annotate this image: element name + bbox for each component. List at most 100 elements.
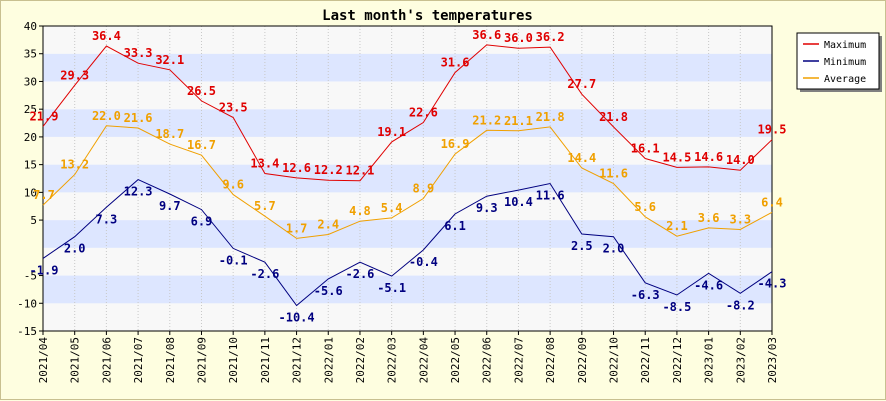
x-tick-label: 2022/07: [512, 337, 525, 383]
data-label-maximum: 36.2: [536, 30, 565, 44]
data-label-average: 8.9: [413, 181, 435, 195]
y-tick-label: -15: [17, 325, 37, 338]
x-tick-label: 2023/01: [703, 337, 716, 383]
data-label-average: 16.9: [441, 137, 470, 151]
data-label-average: 21.6: [124, 111, 153, 125]
data-label-maximum: 12.1: [346, 164, 375, 178]
data-label-average: 5.4: [381, 201, 403, 215]
x-tick-label: 2022/12: [671, 337, 684, 383]
data-label-minimum: 6.9: [191, 215, 213, 229]
data-label-maximum: 27.7: [567, 77, 596, 91]
x-tick-label: 2021/12: [291, 337, 304, 383]
data-label-average: 21.8: [536, 110, 565, 124]
data-label-minimum: -4.6: [694, 278, 723, 292]
y-tick-label: 15: [24, 159, 37, 172]
data-label-average: 16.7: [187, 138, 216, 152]
x-tick-label: 2022/06: [481, 337, 494, 383]
x-tick-label: 2021/11: [259, 337, 272, 383]
x-tick-label: 2021/04: [37, 337, 50, 384]
y-tick-label: 5: [30, 214, 37, 227]
data-label-maximum: 29.3: [60, 68, 89, 82]
data-label-average: 21.2: [472, 113, 501, 127]
data-label-minimum: 6.1: [444, 219, 466, 233]
x-tick-label: 2023/02: [734, 337, 747, 383]
x-tick-label: 2021/05: [69, 337, 82, 383]
data-label-maximum: 19.5: [758, 123, 787, 137]
x-tick-label: 2022/04: [417, 337, 430, 384]
data-label-maximum: 36.6: [472, 28, 501, 42]
data-label-minimum: 9.3: [476, 201, 498, 215]
data-label-maximum: 16.1: [631, 142, 660, 156]
x-tick-label: 2021/09: [195, 337, 208, 383]
x-tick-label: 2021/08: [164, 337, 177, 383]
x-tick-label: 2022/01: [322, 337, 335, 383]
x-tick-label: 2023/03: [766, 337, 779, 383]
grid-band: [43, 192, 772, 221]
grid-band: [43, 247, 772, 276]
data-label-average: 7.7: [33, 188, 55, 202]
data-label-average: 14.4: [567, 151, 596, 165]
data-label-minimum: -10.4: [279, 310, 315, 324]
data-label-maximum: 21.9: [30, 109, 59, 123]
data-label-maximum: 36.4: [92, 29, 121, 43]
data-label-minimum: -2.6: [346, 267, 375, 281]
data-label-maximum: 21.8: [599, 110, 628, 124]
data-label-minimum: -0.4: [409, 255, 438, 269]
y-tick-label: -5: [24, 270, 37, 283]
data-label-average: 2.4: [317, 218, 339, 232]
legend-label-minimum: Minimum: [824, 57, 866, 68]
grid-band: [43, 164, 772, 193]
series-line-maximum: [42, 44, 773, 182]
y-tick-label: 30: [24, 75, 37, 88]
data-label-average: 18.7: [155, 127, 184, 141]
x-tick-label: 2021/06: [100, 337, 113, 383]
grid-band: [43, 53, 772, 82]
grid-band: [43, 220, 772, 248]
data-label-average: 4.8: [349, 204, 371, 218]
data-label-maximum: 12.2: [314, 163, 343, 177]
legend-label-average: Average: [824, 74, 866, 85]
data-label-maximum: 22.6: [409, 105, 438, 119]
data-label-minimum: -5.6: [314, 284, 343, 298]
data-label-minimum: -2.6: [250, 267, 279, 281]
data-label-minimum: 12.3: [124, 185, 153, 199]
data-label-minimum: 7.3: [96, 212, 118, 226]
data-label-minimum: -8.5: [662, 300, 691, 314]
data-label-average: 6.4: [761, 195, 783, 209]
x-tick-label: 2021/10: [227, 337, 240, 383]
series-line-average: [42, 125, 773, 239]
x-tick-label: 2022/05: [449, 337, 462, 383]
y-tick-label: 20: [24, 131, 37, 144]
data-label-maximum: 14.0: [726, 153, 755, 167]
data-label-minimum: -1.9: [30, 263, 59, 277]
legend-label-maximum: Maximum: [824, 40, 866, 51]
y-tick-label: -10: [17, 297, 37, 310]
x-tick-label: 2022/03: [386, 337, 399, 383]
x-tick-label: 2022/02: [354, 337, 367, 383]
data-label-average: 21.1: [504, 114, 533, 128]
data-label-minimum: 2.0: [64, 242, 86, 256]
data-label-minimum: 2.0: [603, 242, 625, 256]
y-tick-label: 25: [24, 103, 37, 116]
chart-title: Last month's temperatures: [322, 8, 533, 24]
data-label-average: 3.6: [698, 211, 720, 225]
grid-band: [43, 275, 772, 304]
data-label-minimum: 2.5: [571, 239, 593, 253]
data-label-minimum: 11.6: [536, 188, 565, 202]
x-tick-label: 2022/08: [544, 337, 557, 383]
data-label-minimum: 9.7: [159, 199, 181, 213]
data-label-maximum: 26.5: [187, 84, 216, 98]
data-label-minimum: 10.4: [504, 195, 533, 209]
grid-band: [43, 26, 772, 54]
x-tick-label: 2022/11: [639, 337, 652, 383]
grid-band: [43, 303, 772, 331]
plot-border: [42, 25, 773, 332]
y-tick-label: 10: [24, 186, 37, 199]
data-label-average: 2.1: [666, 219, 688, 233]
data-label-minimum: -0.1: [219, 253, 248, 267]
data-label-maximum: 19.1: [377, 125, 406, 139]
data-label-maximum: 23.5: [219, 101, 248, 115]
x-tick-label: 2022/09: [576, 337, 589, 383]
